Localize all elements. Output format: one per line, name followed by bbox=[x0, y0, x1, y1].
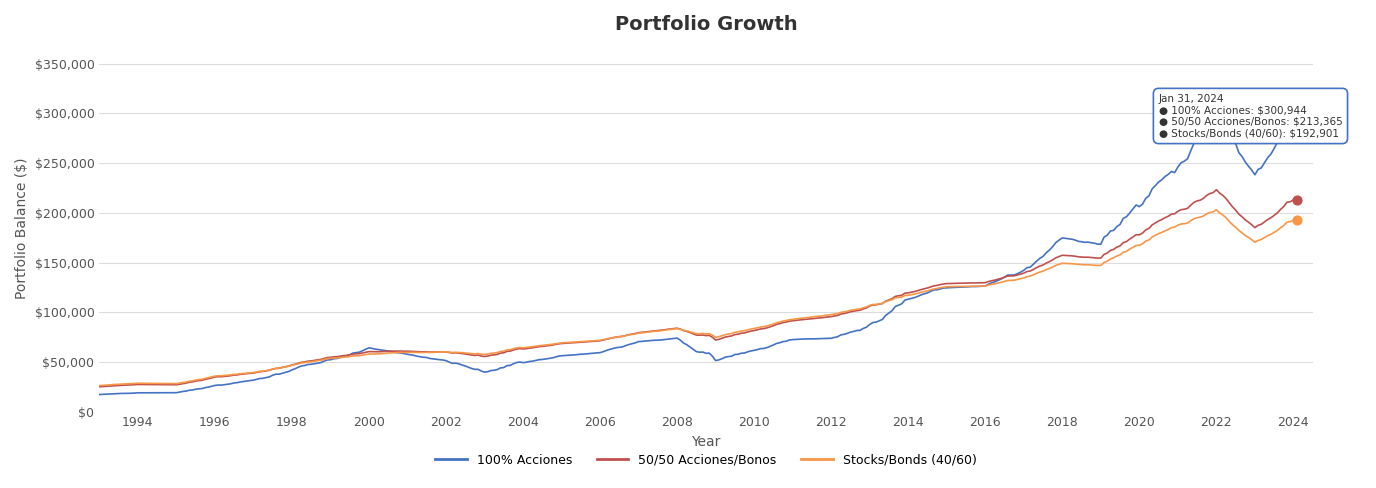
100% Acciones bbox=[310, 360, 326, 366]
100% Acciones bbox=[637, 338, 654, 344]
Stocks/Bonds (40/60) bbox=[310, 358, 326, 364]
50/50 Acciones/Bonos bbox=[348, 351, 365, 357]
Stocks/Bonds (40/60) bbox=[325, 355, 341, 361]
50/50 Acciones/Bonos bbox=[922, 284, 938, 290]
50/50 Acciones/Bonos bbox=[325, 354, 341, 360]
50/50 Acciones/Bonos bbox=[1288, 197, 1304, 203]
100% Acciones bbox=[91, 391, 107, 397]
Y-axis label: Portfolio Balance ($): Portfolio Balance ($) bbox=[15, 157, 29, 299]
Stocks/Bonds (40/60) bbox=[922, 287, 938, 293]
Line: 100% Acciones: 100% Acciones bbox=[99, 108, 1296, 394]
100% Acciones bbox=[1276, 125, 1292, 131]
Text: Jan 31, 2024
● 100% Acciones: $300,944
● 50/50 Acciones/Bonos: $213,365
● Stocks: Jan 31, 2024 ● 100% Acciones: $300,944 ●… bbox=[1159, 94, 1343, 139]
X-axis label: Year: Year bbox=[691, 435, 721, 449]
Line: Stocks/Bonds (40/60): Stocks/Bonds (40/60) bbox=[99, 210, 1296, 386]
100% Acciones bbox=[348, 350, 365, 356]
50/50 Acciones/Bonos bbox=[91, 384, 107, 390]
Point bbox=[1285, 216, 1307, 224]
100% Acciones bbox=[325, 356, 341, 362]
Line: 50/50 Acciones/Bonos: 50/50 Acciones/Bonos bbox=[99, 190, 1296, 387]
Stocks/Bonds (40/60) bbox=[637, 329, 654, 335]
Legend: 100% Acciones, 50/50 Acciones/Bonos, Stocks/Bonds (40/60): 100% Acciones, 50/50 Acciones/Bonos, Sto… bbox=[431, 448, 981, 471]
100% Acciones bbox=[1208, 105, 1225, 111]
50/50 Acciones/Bonos bbox=[637, 329, 654, 335]
Stocks/Bonds (40/60) bbox=[348, 353, 365, 359]
100% Acciones bbox=[922, 288, 938, 294]
50/50 Acciones/Bonos bbox=[310, 357, 326, 363]
Stocks/Bonds (40/60) bbox=[1288, 217, 1304, 223]
Stocks/Bonds (40/60) bbox=[1208, 207, 1225, 213]
50/50 Acciones/Bonos bbox=[1208, 187, 1225, 193]
Stocks/Bonds (40/60) bbox=[91, 383, 107, 388]
Title: Portfolio Growth: Portfolio Growth bbox=[615, 15, 797, 34]
50/50 Acciones/Bonos bbox=[1276, 203, 1292, 209]
Point bbox=[1285, 196, 1307, 203]
Stocks/Bonds (40/60) bbox=[1276, 223, 1292, 228]
100% Acciones bbox=[1288, 110, 1304, 116]
Point bbox=[1285, 109, 1307, 117]
